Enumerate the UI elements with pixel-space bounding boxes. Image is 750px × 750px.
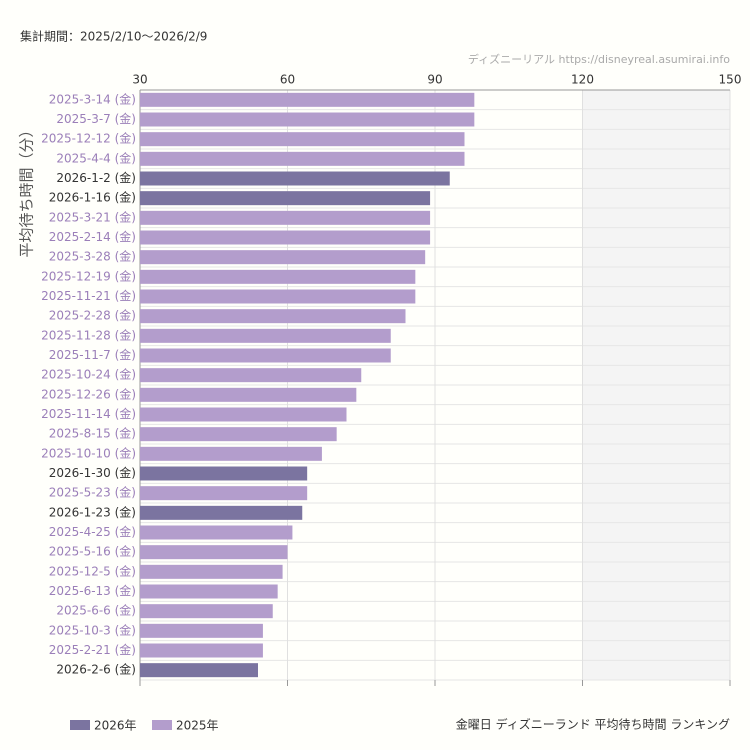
bar — [140, 623, 263, 638]
legend-label: 2025年 — [176, 719, 219, 733]
y-tick-label: 2025-2-21 (金) — [49, 642, 136, 657]
bar — [140, 250, 426, 265]
x-tick-label: 60 — [280, 73, 295, 87]
bar — [140, 545, 288, 560]
bar — [140, 210, 431, 225]
bar — [140, 486, 308, 501]
y-tick-label: 2025-10-3 (金) — [49, 622, 136, 637]
bar — [140, 112, 475, 127]
legend-label: 2026年 — [94, 719, 137, 733]
y-tick-label: 2025-12-19 (金) — [41, 268, 136, 283]
y-tick-label: 2025-10-10 (金) — [41, 445, 136, 460]
y-tick-label: 2026-1-16 (金) — [49, 190, 136, 205]
x-tick-label: 90 — [427, 73, 442, 87]
bar — [140, 368, 362, 383]
bar — [140, 151, 465, 166]
x-tick-label: 120 — [571, 73, 594, 87]
legend-swatch — [70, 720, 90, 730]
y-tick-label: 2025-10-24 (金) — [41, 367, 136, 382]
y-tick-label: 2026-1-2 (金) — [56, 170, 136, 185]
bar — [140, 269, 416, 284]
source: ディズニーリアル https://disneyreal.asumirai.inf… — [468, 52, 730, 66]
y-tick-label: 2025-11-21 (金) — [41, 288, 136, 303]
bar — [140, 387, 357, 402]
y-tick-label: 2025-5-23 (金) — [49, 485, 136, 500]
y-tick-label: 2025-4-25 (金) — [49, 524, 136, 539]
y-tick-label: 2025-2-28 (金) — [49, 308, 136, 323]
bar — [140, 525, 293, 540]
bar — [140, 407, 347, 422]
y-tick-label: 2025-3-14 (金) — [49, 91, 136, 106]
bar — [140, 466, 308, 481]
bar — [140, 328, 391, 343]
bar — [140, 171, 450, 186]
x-tick-label: 30 — [132, 73, 147, 87]
y-tick-label: 2025-6-6 (金) — [56, 603, 136, 618]
bar — [140, 191, 431, 206]
y-tick-label: 2025-3-28 (金) — [49, 249, 136, 264]
y-tick-label: 2025-6-13 (金) — [49, 583, 136, 598]
bar — [140, 348, 391, 363]
y-tick-label: 2025-4-4 (金) — [56, 150, 136, 165]
bar — [140, 446, 322, 461]
bar — [140, 427, 337, 442]
chart-title: 金曜日 ディズニーランド 平均待ち時間 ランキング — [456, 717, 730, 732]
y-tick-label: 2025-12-12 (金) — [41, 131, 136, 146]
y-tick-label: 2026-1-30 (金) — [49, 465, 136, 480]
bar — [140, 505, 303, 520]
y-tick-label: 2025-12-5 (金) — [49, 563, 136, 578]
bar — [140, 564, 283, 579]
bar — [140, 584, 278, 599]
bar — [140, 643, 263, 658]
y-tick-label: 2025-11-14 (金) — [41, 406, 136, 421]
x-tick-label: 150 — [719, 73, 742, 87]
bar — [140, 92, 475, 107]
bar — [140, 132, 465, 147]
y-tick-label: 2025-8-15 (金) — [49, 426, 136, 441]
y-axis-label: 平均待ち時間（分） — [18, 122, 36, 257]
legend-swatch — [152, 720, 172, 730]
bar — [140, 289, 416, 304]
bar — [140, 309, 406, 324]
y-tick-label: 2025-12-26 (金) — [41, 386, 136, 401]
y-tick-label: 2025-5-16 (金) — [49, 544, 136, 559]
y-tick-label: 2025-3-21 (金) — [49, 209, 136, 224]
bar — [140, 604, 273, 619]
y-tick-label: 2026-1-23 (金) — [49, 504, 136, 519]
y-tick-label: 2025-2-14 (金) — [49, 229, 136, 244]
bar — [140, 663, 258, 678]
period-note: 集計期間：2025/2/10〜2026/2/9 — [20, 29, 207, 44]
bar — [140, 230, 431, 245]
y-tick-label: 2025-11-7 (金) — [49, 347, 136, 362]
y-tick-label: 2026-2-6 (金) — [56, 662, 136, 677]
y-tick-label: 2025-3-7 (金) — [56, 111, 136, 126]
y-tick-label: 2025-11-28 (金) — [41, 327, 136, 342]
